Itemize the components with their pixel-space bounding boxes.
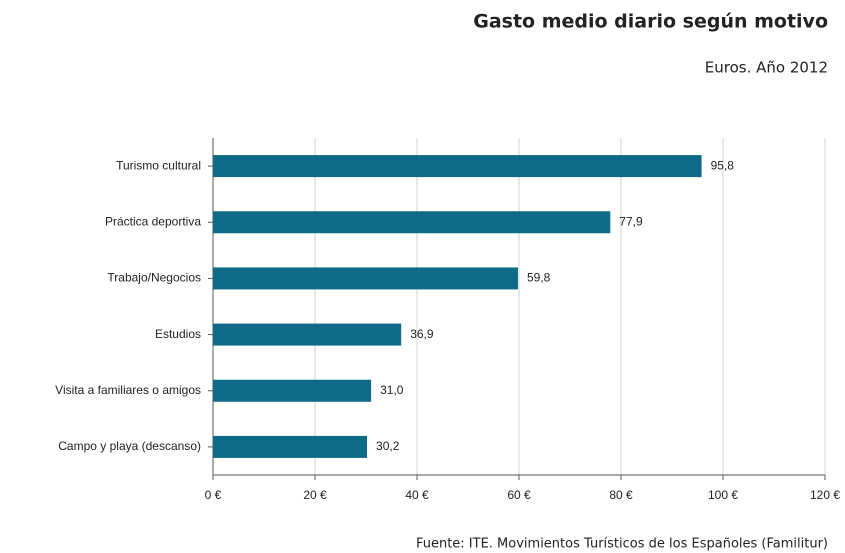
bar <box>213 323 402 346</box>
y-tick-label: Estudios <box>155 327 201 341</box>
y-tick-label: Visita a familiares o amigos <box>55 383 201 397</box>
value-label: 95,8 <box>711 158 735 172</box>
x-tick-label: 120 € <box>810 488 840 502</box>
value-label: 77,9 <box>619 214 643 228</box>
x-tick-label: 40 € <box>405 488 429 502</box>
bar <box>213 379 372 402</box>
x-tick-label: 60 € <box>507 488 531 502</box>
chart-subtitle: Euros. Año 2012 <box>705 59 828 77</box>
y-tick-label: Campo y playa (descanso) <box>58 439 201 453</box>
y-tick-label: Trabajo/Negocios <box>107 271 201 285</box>
x-tick-label: 100 € <box>708 488 738 502</box>
x-tick-label: 0 € <box>205 488 222 502</box>
bar <box>213 155 702 178</box>
source-note: Fuente: ITE. Movimientos Turísticos de l… <box>416 537 828 552</box>
value-label: 30,2 <box>376 439 400 453</box>
bar <box>213 267 518 290</box>
y-tick-label: Turismo cultural <box>116 158 201 172</box>
chart-title: Gasto medio diario según motivo <box>473 11 828 33</box>
value-label: 59,8 <box>527 271 551 285</box>
value-label: 36,9 <box>410 327 434 341</box>
x-tick-label: 80 € <box>609 488 633 502</box>
x-tick-label: 20 € <box>303 488 327 502</box>
bar <box>213 211 611 234</box>
bar <box>213 435 368 458</box>
y-tick-label: Práctica deportiva <box>105 214 201 228</box>
value-label: 31,0 <box>380 383 404 397</box>
